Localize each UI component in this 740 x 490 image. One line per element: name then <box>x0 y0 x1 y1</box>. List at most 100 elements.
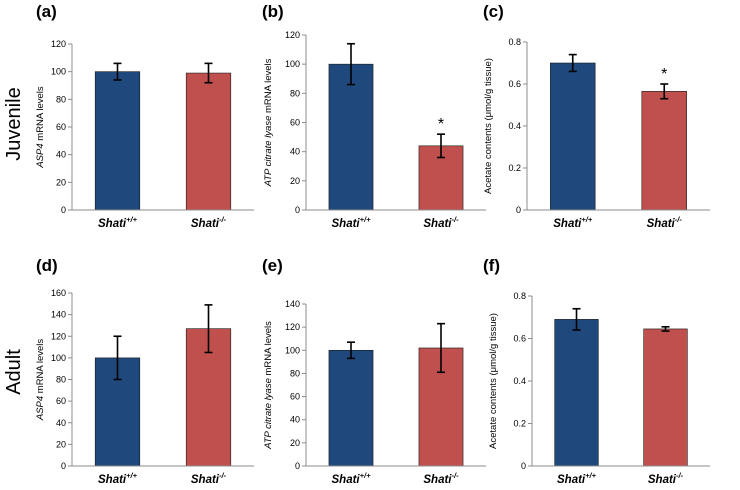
y-tick-label: 0 <box>521 461 526 471</box>
y-tick-label: 120 <box>285 322 300 332</box>
bar-1 <box>550 62 596 211</box>
category-base: Shati <box>332 474 361 486</box>
panel-label: (e) <box>262 256 283 275</box>
y-tick-label: 60 <box>56 396 66 406</box>
panel-label: (f) <box>483 256 500 275</box>
category-superscript: +/+ <box>126 215 137 224</box>
y-axis-label-italic: ASP4 <box>35 396 46 421</box>
y-tick-label: 40 <box>290 415 300 425</box>
y-axis-label-text: mRNA levels <box>35 86 46 143</box>
category-superscript: -/- <box>675 215 683 224</box>
y-tick-label: 0.2 <box>513 419 526 429</box>
x-category-label: Shati-/- <box>648 471 684 486</box>
category-base: Shati <box>553 218 582 230</box>
y-tick-label: 0.6 <box>508 79 521 89</box>
category-superscript: -/- <box>219 471 227 480</box>
y-tick-label: 80 <box>290 88 300 98</box>
y-tick-label: 20 <box>56 439 66 449</box>
bar-1 <box>94 71 141 211</box>
y-tick-label: 80 <box>290 368 300 378</box>
category-base: Shati <box>423 218 452 230</box>
category-base: Shati <box>423 474 452 486</box>
x-category-label: Shati+/+ <box>553 215 593 230</box>
row-label-adult: Adult <box>3 349 25 395</box>
x-category-label: Shati+/+ <box>98 471 138 486</box>
bar-2 <box>643 328 688 467</box>
y-tick-label: 140 <box>51 310 66 320</box>
x-category-label: Shati-/- <box>191 471 227 486</box>
category-base: Shati <box>191 474 220 486</box>
y-axis-label-text: mRNA levels <box>263 58 274 115</box>
y-tick-label: 100 <box>51 67 66 77</box>
category-superscript: +/+ <box>581 215 592 224</box>
x-category-label: Shati-/- <box>423 215 459 230</box>
y-tick-label: 100 <box>51 353 66 363</box>
y-axis-label-text: mRNA levels <box>263 321 274 378</box>
panel-label: (a) <box>36 2 57 21</box>
category-superscript: +/+ <box>126 471 137 480</box>
y-tick-label: 60 <box>290 392 300 402</box>
chart-panel-5: (e) 0 20 40 60 80 100 120 140 ATP citrate lyase m… <box>262 256 486 486</box>
y-tick-label: 120 <box>51 39 66 49</box>
y-axis-label-text: mRNA levels <box>35 339 46 396</box>
y-tick-label: 60 <box>56 122 66 132</box>
y-tick-label: 0 <box>61 461 66 471</box>
x-category-label: Shati+/+ <box>98 215 138 230</box>
y-axis-label-italic: ATP citrate lyase <box>263 116 274 188</box>
category-superscript: -/- <box>219 215 227 224</box>
chart-panel-2: (b) 0 20 40 60 80 100 120 ATP citrate lyase mRNA… <box>262 2 486 230</box>
category-superscript: -/- <box>676 471 684 480</box>
panel-label: (d) <box>36 256 58 275</box>
y-tick-label: 0.6 <box>513 334 526 344</box>
chart-panel-3: (c) 0 0.2 0.4 0.6 0.8 Acetate contents (μmol/g… <box>483 2 710 230</box>
y-tick-label: 0 <box>295 461 300 471</box>
category-superscript: +/+ <box>360 215 371 224</box>
y-tick-label: 0.4 <box>513 376 526 386</box>
y-tick-label: 0 <box>295 205 300 215</box>
y-tick-label: 20 <box>56 177 66 187</box>
y-tick-label: 100 <box>285 345 300 355</box>
y-tick-label: 40 <box>56 418 66 428</box>
y-tick-label: 80 <box>56 94 66 104</box>
y-tick-label: 20 <box>290 176 300 186</box>
y-tick-label: 0 <box>516 205 521 215</box>
category-base: Shati <box>648 474 677 486</box>
bar-2 <box>641 91 687 211</box>
category-superscript: +/+ <box>360 471 371 480</box>
y-axis-label: Acetate contents (μmol/g tissue) <box>483 58 494 194</box>
y-tick-label: 80 <box>56 375 66 385</box>
y-tick-label: 120 <box>51 331 66 341</box>
category-base: Shati <box>332 218 361 230</box>
y-tick-label: 0.2 <box>508 163 521 173</box>
category-base: Shati <box>191 218 220 230</box>
y-tick-label: 0 <box>61 205 66 215</box>
y-tick-label: 0.4 <box>508 121 521 131</box>
chart-panel-4: (d) 0 20 40 60 80 100 120 140 160 ASP4 mRNA levels… <box>35 256 254 486</box>
y-axis-label-italic: ASP4 <box>35 143 46 168</box>
category-base: Shati <box>557 474 586 486</box>
row-label-juvenile: Juvenile <box>3 87 25 160</box>
y-tick-label: 0.8 <box>508 37 521 47</box>
y-tick-label: 160 <box>51 288 66 298</box>
y-tick-label: 20 <box>290 438 300 448</box>
y-axis-label: ASP4 mRNA levels <box>35 339 46 422</box>
category-superscript: -/- <box>452 215 460 224</box>
category-base: Shati <box>98 474 127 486</box>
y-tick-label: 40 <box>56 150 66 160</box>
y-tick-label: 140 <box>285 299 300 309</box>
y-axis-label: ATP citrate lyase mRNA levels <box>263 58 274 187</box>
bar-1 <box>328 349 374 467</box>
y-axis-label: ASP4 mRNA levels <box>35 86 46 169</box>
panel-label: (b) <box>262 2 284 21</box>
y-axis-label-italic: ATP citrate lyase <box>263 378 274 450</box>
y-tick-label: 0.8 <box>513 291 526 301</box>
y-axis-label-text: Acetate contents (μmol/g tissue) <box>488 313 499 449</box>
x-category-label: Shati+/+ <box>557 471 597 486</box>
category-superscript: -/- <box>452 471 460 480</box>
panel-label: (c) <box>483 2 504 21</box>
y-tick-label: 40 <box>290 147 300 157</box>
significance-star: * <box>438 116 444 133</box>
category-superscript: +/+ <box>585 471 596 480</box>
